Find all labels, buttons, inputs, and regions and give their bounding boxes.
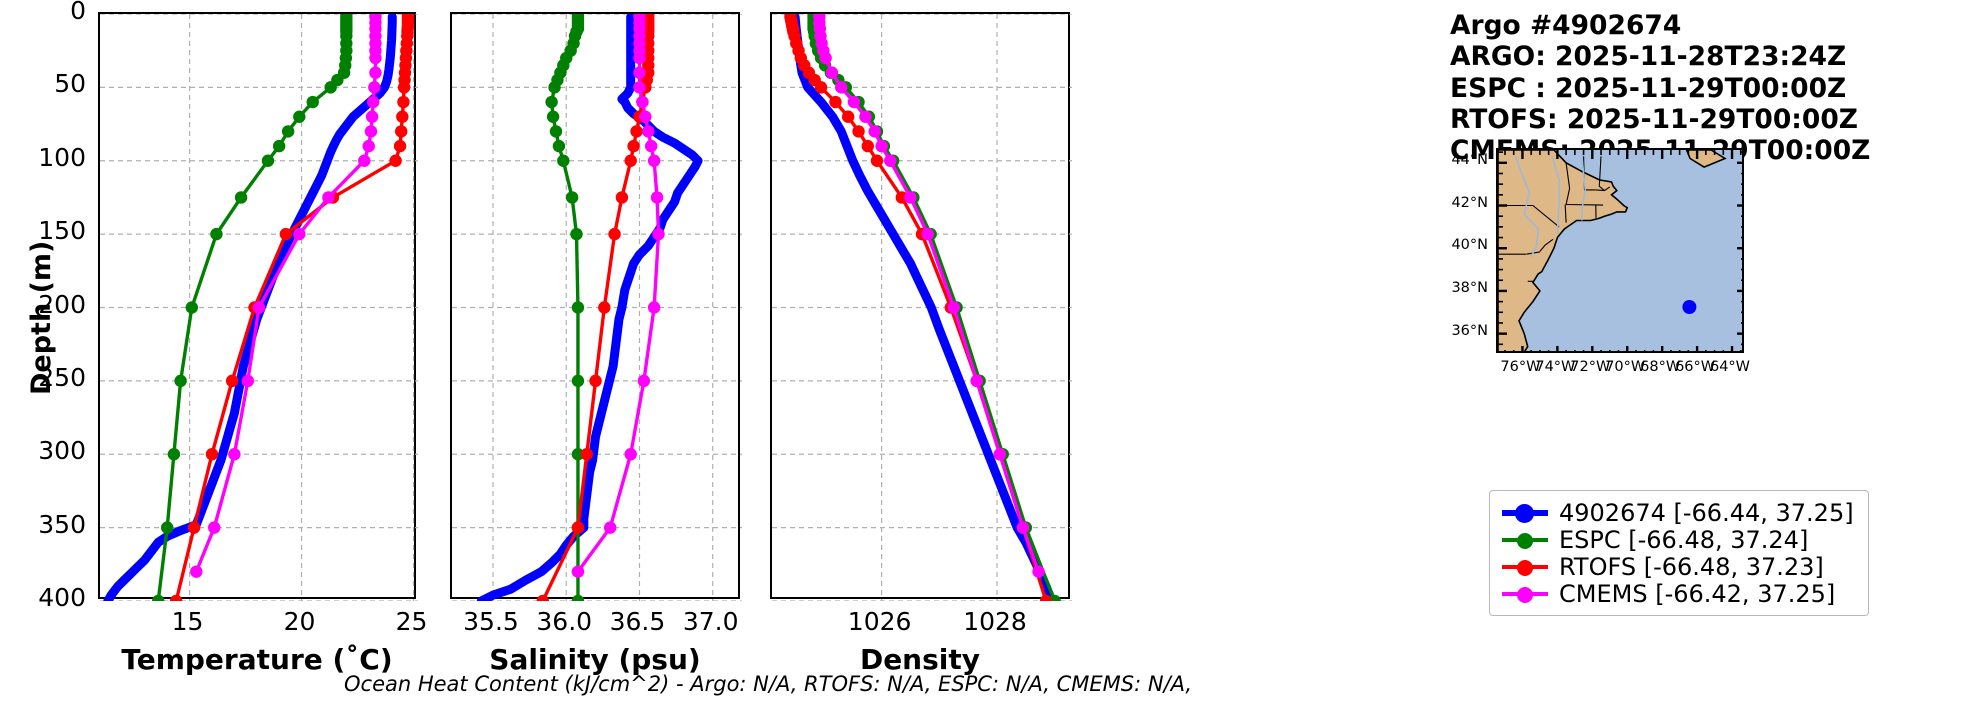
map-lat-tick: 42°N: [1451, 194, 1488, 211]
legend-label-cmems: CMEMS [-66.42, 37.25]: [1559, 579, 1836, 608]
ytick-depth: 100: [38, 142, 86, 172]
map-lon-tick: 66°W: [1675, 359, 1716, 375]
map-lat-tick: 44°N: [1451, 151, 1488, 168]
plot-panel-temperature: [98, 12, 418, 601]
map-lat-tick: 38°N: [1451, 279, 1488, 296]
xaxis-title-density: Density: [859, 643, 981, 676]
map-lat-tick: 40°N: [1451, 237, 1488, 254]
ytick-depth: 50: [54, 69, 86, 99]
map-lat-tick: 36°N: [1451, 322, 1488, 339]
ytick-depth: 150: [38, 216, 86, 246]
info-line-1: ARGO: 2025-11-28T23:24Z: [1450, 41, 1847, 73]
xtick-temperature: 25: [395, 607, 428, 636]
legend-item-rtofs[interactable]: RTOFS [-66.48, 37.23]: [1502, 552, 1854, 581]
info-line-3: RTOFS: 2025-11-29T00:00Z: [1450, 103, 1858, 135]
ytick-depth: 300: [38, 436, 86, 466]
map-lon-tick: 70°W: [1605, 359, 1646, 375]
map-lon-tick: 68°W: [1640, 359, 1681, 375]
map-lon-tick: 64°W: [1709, 359, 1751, 375]
xtick-salinity: 36.0: [536, 607, 593, 636]
legend-label-espc: ESPC [-66.48, 37.24]: [1559, 525, 1809, 554]
legend-swatch-rtofs-icon: [1502, 556, 1548, 578]
legend-item-espc[interactable]: ESPC [-66.48, 37.24]: [1502, 525, 1854, 554]
series-legend: 4902674 [-66.44, 37.25] ESPC [-66.48, 37.…: [1489, 490, 1869, 616]
legend-item-cmems[interactable]: CMEMS [-66.42, 37.25]: [1502, 579, 1854, 608]
ytick-depth: 400: [38, 583, 86, 612]
map-canvas[interactable]: [1496, 148, 1744, 353]
plot-panel-salinity: [450, 12, 742, 601]
xtick-salinity: 36.5: [609, 607, 666, 636]
ytick-depth: 200: [38, 289, 86, 319]
xaxis-title-temperature: Temperature (˚C): [121, 643, 393, 676]
legend-swatch-cmems-icon: [1502, 583, 1548, 605]
ocean-heat-content-caption: Ocean Heat Content (kJ/cm^2) - Argo: N/A…: [344, 672, 1193, 696]
xtick-salinity: 37.0: [682, 607, 739, 636]
plot-panel-density: [770, 12, 1072, 601]
xtick-temperature: 20: [283, 607, 316, 636]
info-line-0: Argo #4902674: [1450, 10, 1682, 41]
legend-swatch-espc-icon: [1502, 529, 1548, 551]
xaxis-title-salinity: Salinity (psu): [489, 643, 701, 676]
xtick-density: 1028: [963, 607, 1027, 636]
map-lon-tick: 72°W: [1570, 359, 1611, 375]
legend-label-rtofs: RTOFS [-66.48, 37.23]: [1559, 552, 1824, 581]
ytick-depth: 250: [38, 362, 86, 392]
xtick-salinity: 35.5: [463, 607, 519, 636]
xtick-temperature: 15: [171, 607, 204, 636]
map-lon-tick: 76°W: [1500, 359, 1541, 375]
info-line-2: ESPC : 2025-11-29T00:00Z: [1450, 72, 1847, 104]
argo-info-block: Argo #4902674 ARGO: 2025-11-28T23:24Z ESPC…: [1450, 10, 1870, 166]
ytick-depth: 350: [38, 509, 86, 539]
xtick-density: 1026: [847, 607, 912, 636]
legend-swatch-argo-icon: [1502, 502, 1548, 524]
legend-label-argo: 4902674 [-66.44, 37.25]: [1559, 498, 1854, 527]
legend-item-argo[interactable]: 4902674 [-66.44, 37.25]: [1502, 498, 1854, 527]
map-lon-tick: 74°W: [1535, 359, 1576, 375]
ytick-depth: 0: [70, 0, 86, 25]
